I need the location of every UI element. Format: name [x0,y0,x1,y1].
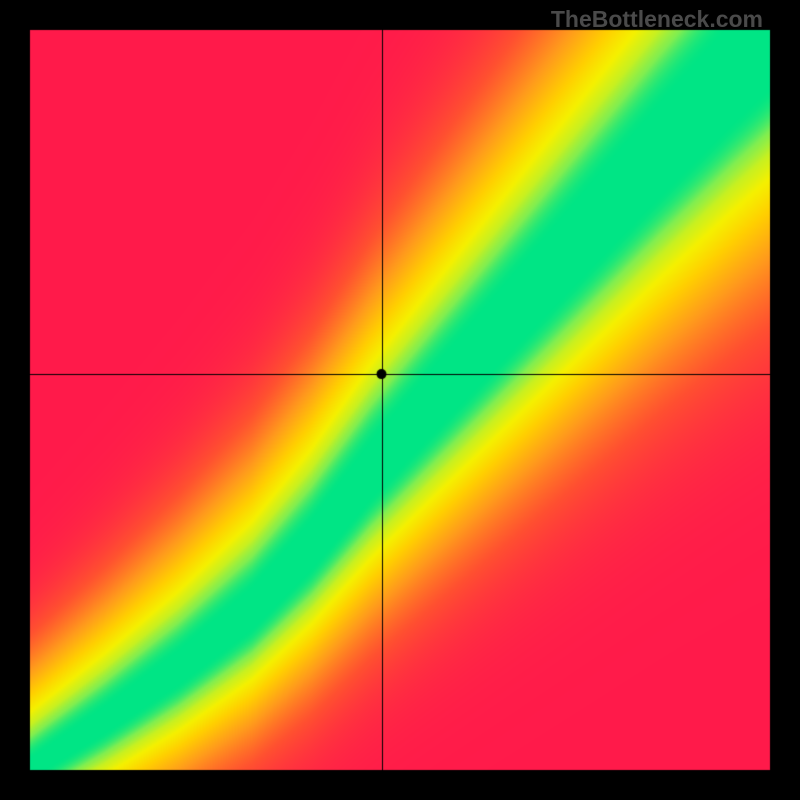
bottleneck-heatmap [0,0,800,800]
watermark-text: TheBottleneck.com [551,6,763,33]
chart-container: TheBottleneck.com [0,0,800,800]
